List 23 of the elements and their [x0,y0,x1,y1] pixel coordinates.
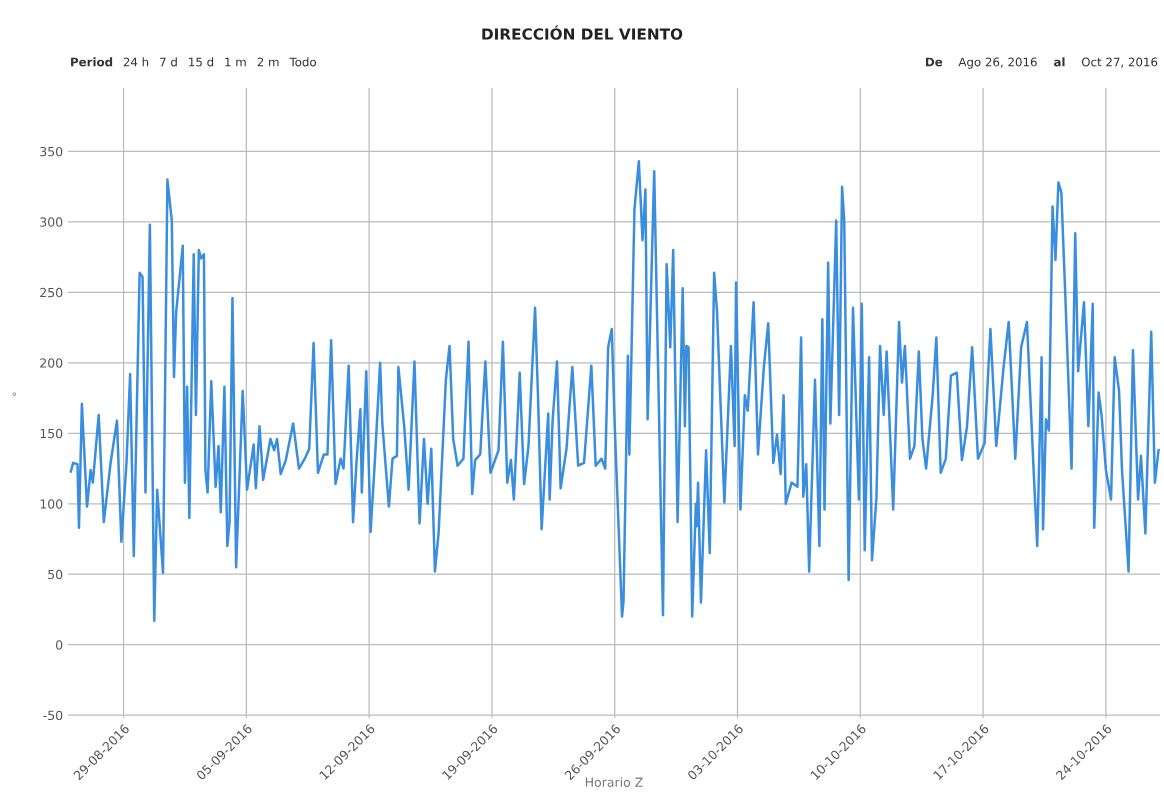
chart-title: DIRECCIÓN DEL VIENTO [482,25,683,40]
text: 2 m [257,57,279,67]
text: al [1053,57,1065,67]
text: 1 m [225,57,246,67]
text: 15 d [189,57,214,67]
y-axis-title: ° [12,392,16,396]
y-tick-label: 300 [40,217,63,227]
y-tick-label: 350 [40,146,63,157]
text: Todo [289,57,316,67]
text: De [926,57,943,67]
y-tick-label: 50 [48,569,63,580]
text: Period [71,57,113,67]
line-series [69,160,1160,622]
text: 7 d [160,57,177,67]
text: Ago 26, 2016 [958,57,1037,69]
text: Oct 27, 2016 [1081,57,1158,68]
y-tick-label: -50 [43,710,63,721]
y-tick-label: 250 [40,287,63,298]
y-tick-label: 150 [40,428,63,439]
y-tick-label: 100 [40,499,63,509]
y-tick-label: 0 [56,640,63,650]
text: 24 h [123,57,149,67]
y-tick-label: 200 [40,358,63,368]
